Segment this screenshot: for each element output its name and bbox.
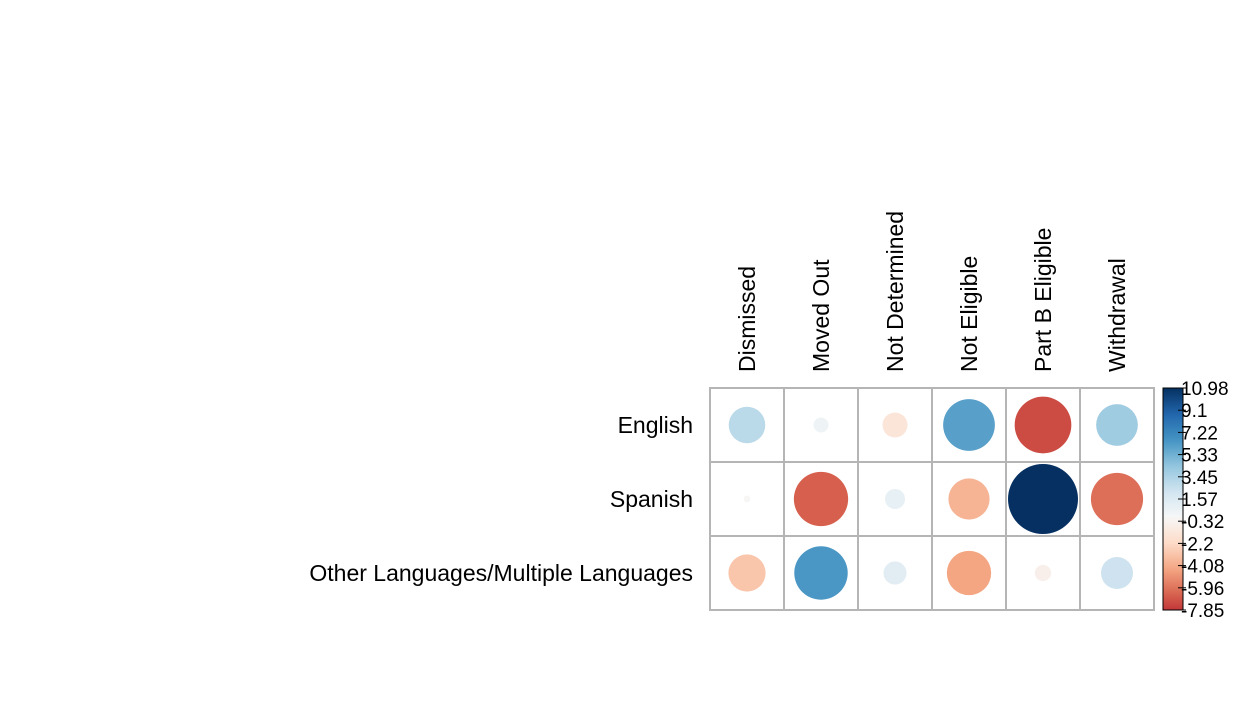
column-label: Part B Eligible <box>1030 228 1056 372</box>
colorbar-tick-label: -0.32 <box>1181 512 1224 533</box>
circle-mark-2-1 <box>794 546 848 600</box>
circle-mark-2-0 <box>728 554 766 592</box>
circle-mark-0-0 <box>728 406 766 444</box>
circle-mark-1-5 <box>1090 472 1144 526</box>
circle-mark-1-0 <box>743 495 751 503</box>
column-label: Not Eligible <box>956 256 982 372</box>
heatmap-grid <box>709 387 1155 611</box>
column-label: Dismissed <box>734 266 760 372</box>
circle-mark-2-5 <box>1100 556 1134 590</box>
circle-marks <box>728 396 1144 600</box>
circle-mark-2-4 <box>1034 564 1052 582</box>
colorbar-tick-label: 5.33 <box>1181 446 1218 467</box>
circle-mark-1-4 <box>1008 464 1078 534</box>
column-label: Not Determined <box>882 211 908 372</box>
circle-mark-0-4 <box>1014 396 1072 454</box>
column-label: Moved Out <box>808 259 834 372</box>
colorbar-tick-label: -7.85 <box>1181 601 1224 622</box>
grid-cell <box>1079 535 1155 611</box>
colorbar-tick-label: 10.98 <box>1181 379 1229 400</box>
circle-mark-2-3 <box>946 550 992 596</box>
colorbar-tick-label: -5.96 <box>1181 579 1224 600</box>
column-label: Withdrawal <box>1104 258 1130 372</box>
circle-mark-1-2 <box>884 488 906 510</box>
circle-mark-0-3 <box>943 399 995 451</box>
colorbar-tick-label: 3.45 <box>1181 468 1218 489</box>
circle-mark-0-2 <box>882 412 908 438</box>
circle-mark-0-1 <box>813 417 829 433</box>
row-label: English <box>618 412 693 438</box>
row-label: Other Languages/Multiple Languages <box>309 560 693 586</box>
circle-mark-0-5 <box>1096 404 1138 446</box>
colorbar-tick-label: 7.22 <box>1181 423 1218 444</box>
colorbar-tick-label: -2.2 <box>1181 534 1214 555</box>
colorbar-tick-label: 1.57 <box>1181 490 1218 511</box>
circle-mark-2-2 <box>883 561 907 585</box>
colorbar-tick-label: 9.1 <box>1181 401 1207 422</box>
circle-mark-1-3 <box>948 478 990 520</box>
row-label: Spanish <box>610 486 693 512</box>
circle-mark-1-1 <box>793 471 849 527</box>
colorbar-tick-label: -4.08 <box>1181 557 1224 578</box>
